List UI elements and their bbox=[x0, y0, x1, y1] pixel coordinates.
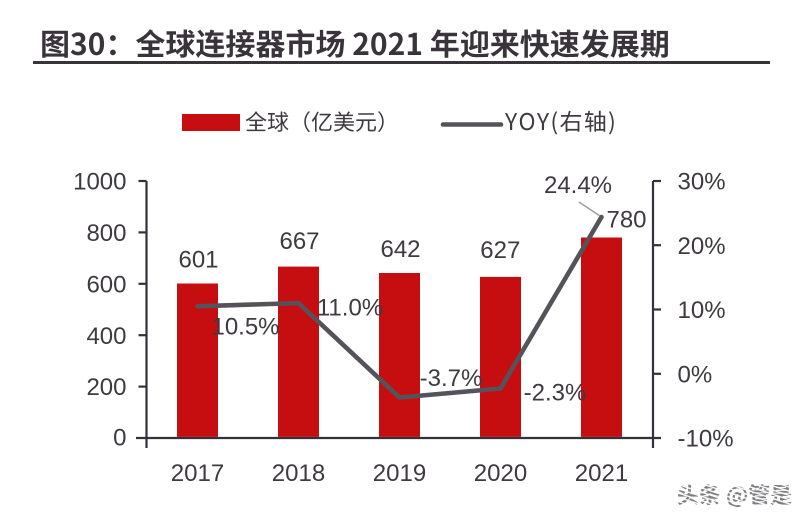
svg-text:800: 800 bbox=[86, 220, 126, 247]
svg-text:11.0%: 11.0% bbox=[317, 295, 383, 322]
svg-text:2019: 2019 bbox=[373, 460, 426, 487]
svg-text:10%: 10% bbox=[678, 297, 726, 324]
svg-text:2018: 2018 bbox=[272, 460, 325, 487]
svg-text:601: 601 bbox=[178, 247, 218, 274]
svg-text:30%: 30% bbox=[678, 169, 726, 196]
svg-text:400: 400 bbox=[86, 323, 126, 350]
svg-text:600: 600 bbox=[86, 271, 126, 298]
svg-text:-2.3%: -2.3% bbox=[524, 380, 587, 407]
svg-text:0%: 0% bbox=[678, 361, 713, 388]
svg-text:627: 627 bbox=[480, 237, 520, 264]
svg-text:2017: 2017 bbox=[171, 460, 224, 487]
svg-text:2021: 2021 bbox=[575, 460, 628, 487]
svg-text:2020: 2020 bbox=[474, 460, 527, 487]
svg-text:-10%: -10% bbox=[678, 426, 734, 453]
svg-text:780: 780 bbox=[606, 207, 646, 234]
svg-text:1000: 1000 bbox=[73, 169, 126, 196]
svg-text:200: 200 bbox=[86, 374, 126, 401]
svg-text:10.5%: 10.5% bbox=[211, 314, 279, 341]
svg-text:667: 667 bbox=[279, 228, 319, 255]
svg-text:-3.7%: -3.7% bbox=[420, 365, 483, 392]
svg-text:24.4%: 24.4% bbox=[544, 172, 612, 199]
svg-text:0: 0 bbox=[113, 425, 126, 452]
svg-text:20%: 20% bbox=[678, 233, 726, 260]
svg-text:642: 642 bbox=[380, 236, 420, 263]
